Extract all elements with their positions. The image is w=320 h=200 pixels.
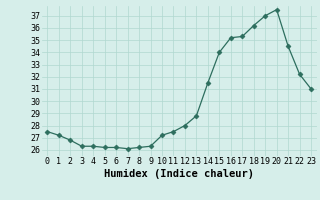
X-axis label: Humidex (Indice chaleur): Humidex (Indice chaleur) [104,169,254,179]
